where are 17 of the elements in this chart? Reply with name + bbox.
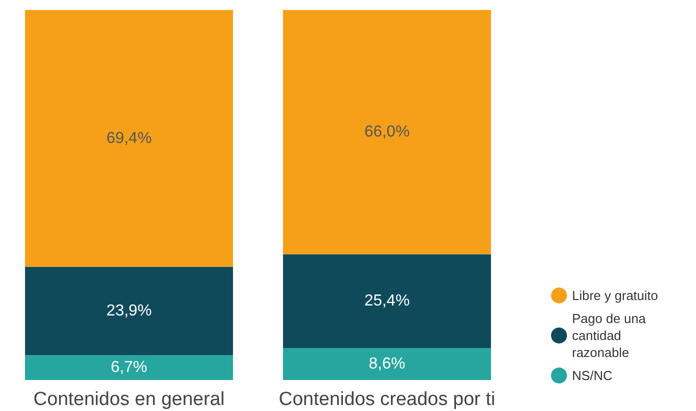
data-label: 25,4% [364, 292, 410, 310]
bar [25, 266, 233, 356]
legend-label: Libre y gratuito [572, 288, 658, 303]
bar [283, 254, 491, 348]
bar [25, 10, 233, 267]
x-tick-label: Contenidos creados por ti [278, 389, 496, 410]
data-label: 69,4% [106, 130, 152, 147]
data-label: 66,0% [364, 124, 410, 141]
legend-label: Pago de una cantidad razonable [572, 311, 650, 360]
bar [25, 355, 233, 380]
data-label: 8,6% [368, 356, 406, 373]
bar [283, 348, 491, 380]
data-label: 23,9% [106, 302, 152, 320]
x-tick-label: Contenidos en general [33, 389, 225, 410]
bar [283, 10, 491, 254]
data-label: 6,7% [110, 359, 148, 376]
legend-label: NS/NC [572, 368, 612, 383]
